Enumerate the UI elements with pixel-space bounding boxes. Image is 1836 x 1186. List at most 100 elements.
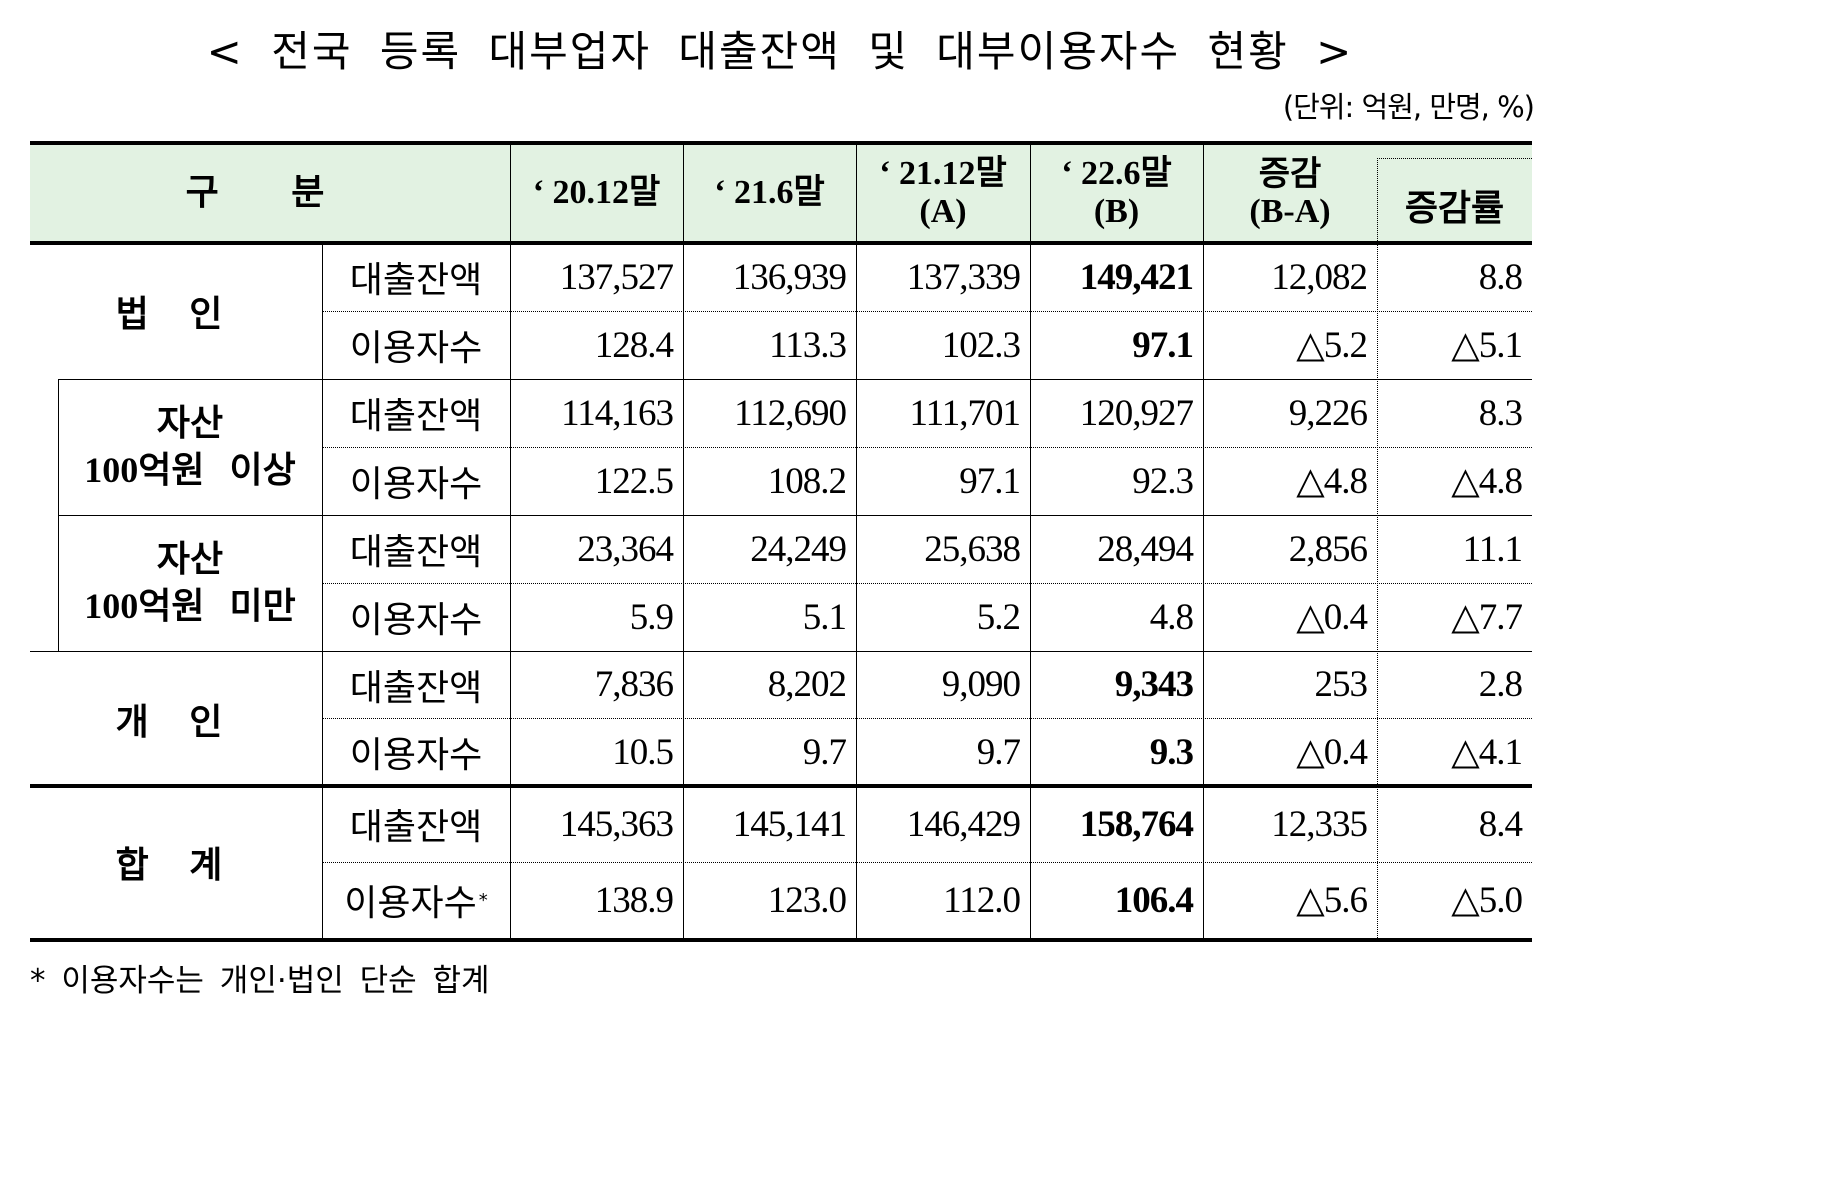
divider bbox=[1377, 158, 1532, 159]
table-cell: △5.0 bbox=[1451, 880, 1523, 921]
table-cell: 9.7 bbox=[802, 731, 847, 773]
table-cell: 122.5 bbox=[594, 460, 674, 502]
divider bbox=[1203, 145, 1204, 241]
group-individual: 개 인 bbox=[115, 701, 237, 743]
group-label-line1: 자산 bbox=[156, 402, 224, 444]
footnote: * 이용자수는 개인·법인 단순 합계 bbox=[30, 963, 490, 999]
table-cell: 5.2 bbox=[976, 596, 1021, 638]
group-assets-10b-plus: 자산 100억원 이상 bbox=[58, 379, 322, 515]
table-cell: 4.8 bbox=[1149, 596, 1194, 638]
row-label-loan-balance: 대출잔액 bbox=[322, 651, 510, 718]
table-cell: 25,638 bbox=[924, 528, 1021, 570]
table-cell: 111,701 bbox=[909, 392, 1021, 434]
group-label-line2: 100억원 미만 bbox=[84, 585, 296, 627]
row-label-text: 대출잔액 bbox=[349, 667, 483, 709]
header-col-2012: ‘ 20.12말 bbox=[510, 145, 683, 241]
row-label-users: 이용자수 * bbox=[322, 862, 510, 938]
total-top-rule bbox=[30, 784, 1532, 788]
divider bbox=[30, 651, 1532, 652]
table-cell: △4.8 bbox=[1296, 461, 1368, 502]
header-col-sublabel: (A) bbox=[919, 193, 967, 230]
row-label-text: 대출잔액 bbox=[349, 532, 483, 573]
table-cell: △7.7 bbox=[1451, 597, 1523, 638]
table-cell: 146,429 bbox=[906, 803, 1021, 845]
top-rule bbox=[30, 141, 1532, 145]
table-cell: 106.4 bbox=[1114, 879, 1194, 921]
table-cell: △0.4 bbox=[1296, 732, 1368, 773]
header-col-label: ‘ 21.12말 bbox=[879, 155, 1007, 192]
header-category: 구 분 bbox=[185, 172, 355, 213]
table-cell: △5.6 bbox=[1296, 880, 1368, 921]
table-cell: 97.1 bbox=[959, 460, 1021, 502]
table-cell: 9,226 bbox=[1288, 392, 1368, 434]
table-cell: 112.0 bbox=[943, 879, 1021, 921]
group-label-line1: 자산 bbox=[156, 538, 224, 580]
table-cell: 138.9 bbox=[594, 879, 674, 921]
header-col-label: ‘ 22.6말 bbox=[1061, 155, 1172, 192]
divider bbox=[856, 145, 857, 241]
row-label-text: 이용자수 bbox=[349, 735, 483, 776]
row-label-text: 이용자수 bbox=[349, 600, 483, 641]
table-cell: 7,836 bbox=[594, 664, 674, 705]
header-col-2112: ‘ 21.12말 (A) bbox=[856, 145, 1030, 241]
header-bottom-rule bbox=[30, 241, 1532, 245]
table-cell: 253 bbox=[1314, 664, 1369, 705]
table-cell: △5.2 bbox=[1296, 325, 1368, 366]
header-col-label: ‘ 20.12말 bbox=[532, 174, 661, 211]
row-label-loan-balance: 대출잔액 bbox=[322, 515, 510, 583]
table-cell: 5.1 bbox=[802, 596, 847, 638]
divider bbox=[1030, 145, 1031, 241]
table-cell: 9,343 bbox=[1114, 664, 1194, 705]
row-label-loan-balance: 대출잔액 bbox=[322, 243, 510, 311]
table-cell: 113.3 bbox=[769, 324, 847, 366]
table-cell: 8.4 bbox=[1478, 803, 1523, 845]
table-cell: 158,764 bbox=[1079, 803, 1194, 845]
divider bbox=[322, 447, 1532, 448]
divider bbox=[322, 862, 1532, 863]
table-title: < 전국 등록 대부업자 대출잔액 및 대부이용자수 현황 > bbox=[206, 27, 1354, 76]
divider bbox=[510, 145, 511, 241]
header-col-sublabel: (B) bbox=[1093, 193, 1140, 230]
table-cell: △5.1 bbox=[1451, 325, 1523, 366]
table-cell: 145,141 bbox=[732, 803, 847, 845]
table-cell: 23,364 bbox=[577, 528, 674, 570]
table-cell: 2,856 bbox=[1288, 528, 1368, 570]
table-cell: 12,082 bbox=[1271, 256, 1368, 298]
row-label-text: 이용자수 bbox=[349, 464, 483, 505]
table-cell: 10.5 bbox=[612, 731, 674, 773]
row-label-text: 대출잔액 bbox=[349, 807, 483, 848]
table-cell: 136,939 bbox=[732, 256, 847, 298]
unit-note: (단위: 억원, 만명, %) bbox=[1282, 90, 1535, 124]
group-corporate: 법 인 bbox=[115, 294, 237, 335]
divider bbox=[1377, 245, 1378, 938]
table-cell: 8.3 bbox=[1478, 392, 1523, 434]
divider bbox=[58, 379, 59, 651]
table-cell: 28,494 bbox=[1097, 528, 1194, 570]
divider bbox=[1377, 158, 1378, 241]
table-cell: 123.0 bbox=[767, 879, 847, 921]
row-label-loan-balance: 대출잔액 bbox=[322, 379, 510, 447]
header-col-sublabel: (B-A) bbox=[1249, 193, 1331, 230]
table-cell: 9.3 bbox=[1149, 731, 1194, 773]
table-cell: 24,249 bbox=[750, 528, 847, 570]
row-label-users: 이용자수 bbox=[322, 311, 510, 379]
header-col-2106: ‘ 21.6말 bbox=[683, 145, 856, 241]
table-cell: 137,339 bbox=[906, 256, 1021, 298]
table-cell: 137,527 bbox=[559, 256, 674, 298]
table-cell: 128.4 bbox=[594, 324, 674, 366]
footnote-marker: * bbox=[478, 889, 488, 911]
header-col-change: 증감 (B-A) bbox=[1203, 145, 1377, 241]
divider bbox=[322, 245, 323, 938]
header-col-2206: ‘ 22.6말 (B) bbox=[1030, 145, 1203, 241]
divider bbox=[1030, 245, 1031, 938]
divider bbox=[322, 718, 1532, 719]
divider bbox=[683, 145, 684, 241]
table-cell: 8.8 bbox=[1478, 256, 1523, 298]
table-cell: 149,421 bbox=[1079, 256, 1194, 298]
row-label-text: 대출잔액 bbox=[349, 396, 483, 437]
table-cell: 5.9 bbox=[629, 596, 674, 638]
divider bbox=[322, 583, 1532, 584]
header-col-label: 증감 bbox=[1258, 154, 1322, 194]
table-cell: △4.1 bbox=[1451, 732, 1523, 773]
header-background bbox=[30, 144, 1532, 243]
